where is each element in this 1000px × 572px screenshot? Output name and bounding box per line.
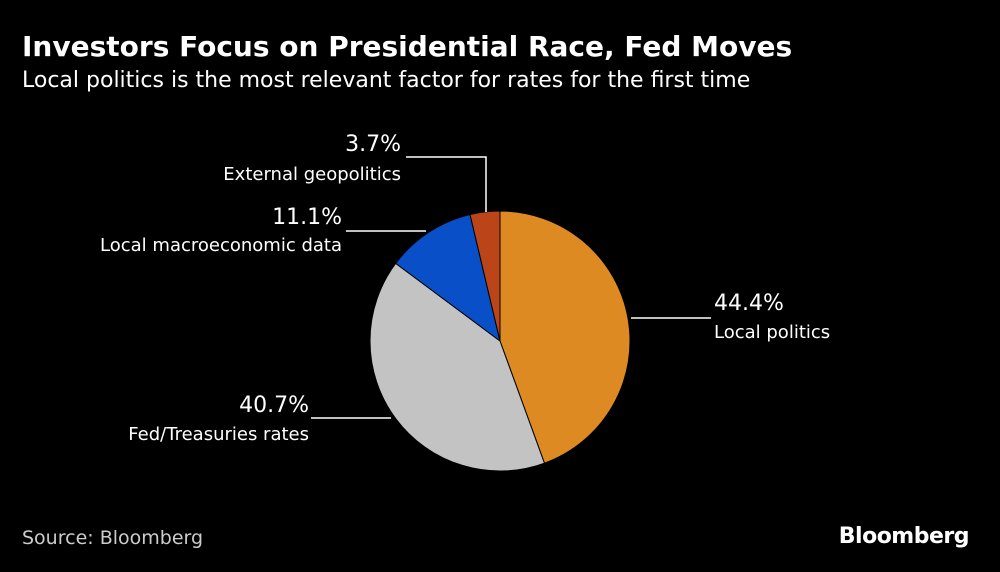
leader-line-geopolitics (406, 156, 487, 212)
chart-title: Investors Focus on Presidential Race, Fe… (22, 30, 793, 63)
data-label-geopolitics-pct: 3.7% (345, 132, 401, 157)
data-label-macroeconomic: Local macroeconomic data (100, 235, 342, 256)
pie-slice-fed-treasuries (369, 262, 546, 472)
data-label-fed-treasuries: Fed/Treasuries rates (128, 424, 309, 445)
pie-slices (369, 210, 631, 472)
pie-slice-local-politics (499, 210, 631, 464)
data-label-local-politics-pct: 44.4% (714, 291, 784, 316)
data-label-fed-treasuries-pct: 40.7% (239, 393, 309, 418)
bloomberg-logo: Bloomberg (838, 524, 970, 549)
data-label-geopolitics: External geopolitics (223, 164, 401, 185)
data-label-local-politics: Local politics (714, 322, 830, 343)
pie-slice-geopolitics (469, 210, 501, 342)
source-note: Source: Bloomberg (22, 527, 204, 549)
data-label-macroeconomic-pct: 11.1% (272, 205, 342, 230)
chart-subtitle: Local politics is the most relevant fact… (22, 68, 751, 93)
pie-slice-macroeconomic (395, 213, 501, 343)
